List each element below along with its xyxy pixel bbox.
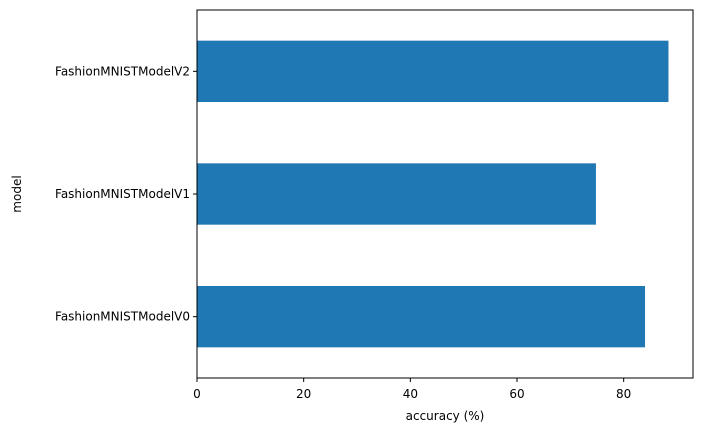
bar-FashionMNISTModelV2 [197, 40, 669, 102]
y-ticks-group: FashionMNISTModelV0 FashionMNISTModelV1 Fa… [55, 64, 197, 324]
x-axis-label: accuracy (%) [406, 409, 485, 423]
y-tick-label: FashionMNISTModelV2 [55, 64, 190, 78]
bar-FashionMNISTModelV1 [197, 163, 596, 225]
x-ticks-group: 0 20 40 60 80 [193, 378, 631, 401]
x-tick-label: 60 [509, 387, 524, 401]
x-tick-label: 80 [616, 387, 631, 401]
bar-FashionMNISTModelV0 [197, 286, 645, 348]
y-tick-label: FashionMNISTModelV1 [55, 187, 190, 201]
y-tick-label: FashionMNISTModelV0 [55, 310, 190, 324]
x-tick-label: 40 [403, 387, 418, 401]
x-tick-label: 0 [193, 387, 201, 401]
bars-group [197, 40, 669, 348]
x-tick-label: 20 [296, 387, 311, 401]
y-axis-label: model [10, 175, 24, 212]
